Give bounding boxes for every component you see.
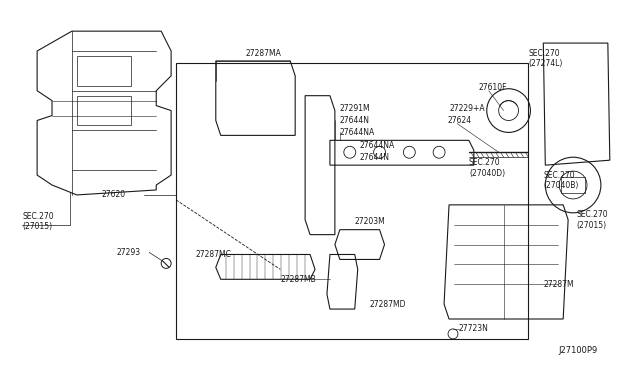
Text: (27040B): (27040B) xyxy=(543,182,579,190)
Text: 27644NA: 27644NA xyxy=(340,128,375,137)
Text: J27100P9: J27100P9 xyxy=(559,346,598,355)
Text: 27644N: 27644N xyxy=(340,116,370,125)
Text: 27287MB: 27287MB xyxy=(280,275,316,284)
Text: SEC.270: SEC.270 xyxy=(543,171,575,180)
Text: 27610F: 27610F xyxy=(479,83,508,92)
Text: 27620: 27620 xyxy=(102,190,126,199)
Text: (27015): (27015) xyxy=(22,222,52,231)
Text: 27287M: 27287M xyxy=(543,280,574,289)
Text: 27644NA: 27644NA xyxy=(360,141,395,150)
Text: (27040D): (27040D) xyxy=(469,169,505,177)
Text: 27287MD: 27287MD xyxy=(370,299,406,309)
Text: 27624: 27624 xyxy=(447,116,471,125)
Text: SEC.270: SEC.270 xyxy=(469,158,500,167)
Text: SEC.270: SEC.270 xyxy=(529,48,560,58)
Text: SEC.270: SEC.270 xyxy=(22,212,54,221)
Text: 27293: 27293 xyxy=(116,248,141,257)
Text: (27015): (27015) xyxy=(576,221,606,230)
Text: SEC.270: SEC.270 xyxy=(576,210,608,219)
Text: 27287MC: 27287MC xyxy=(196,250,232,259)
Text: 27644N: 27644N xyxy=(360,153,390,162)
Text: (27274L): (27274L) xyxy=(529,60,563,68)
Text: 27291M: 27291M xyxy=(340,104,371,113)
Text: 27203M: 27203M xyxy=(355,217,385,226)
Text: 27229+A: 27229+A xyxy=(449,104,484,113)
Text: 27723N: 27723N xyxy=(459,324,489,333)
Text: 27287MA: 27287MA xyxy=(246,48,282,58)
